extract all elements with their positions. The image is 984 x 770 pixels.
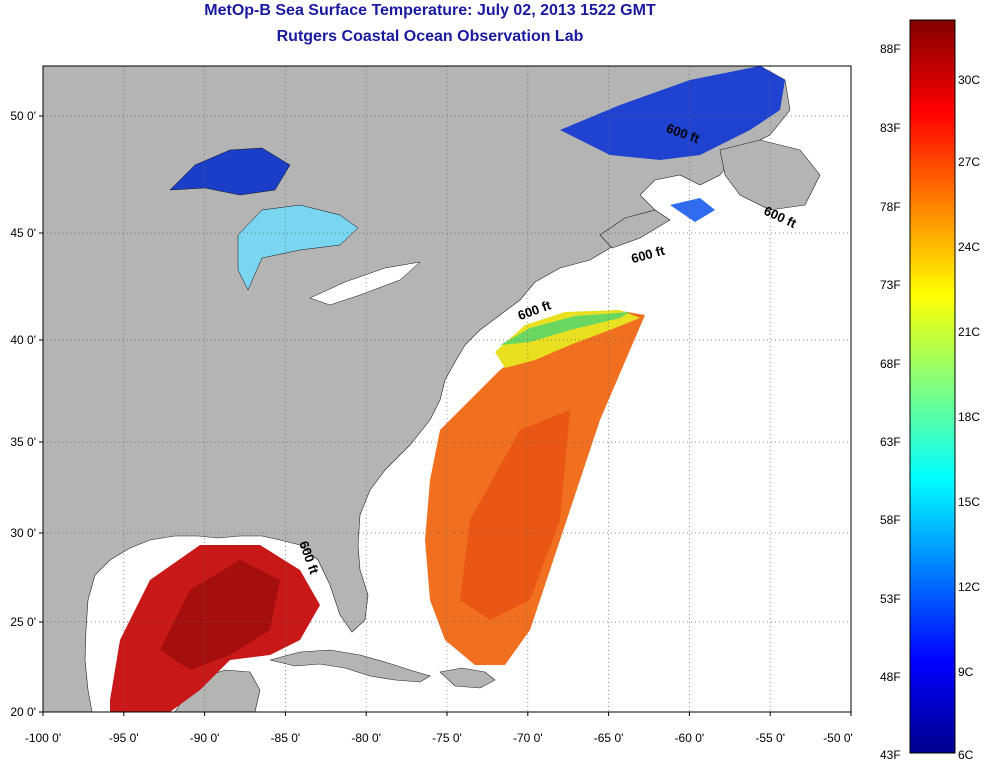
sst-gulf-st-lawrence — [560, 66, 785, 160]
colorbar-f-label: 63F — [880, 435, 901, 449]
colorbar-c-label: 9C — [958, 665, 974, 679]
lon-tick-label: -70 0' — [513, 731, 543, 745]
axis-ticks — [39, 115, 852, 716]
lat-tick-label: 20 0' — [10, 705, 36, 719]
lon-tick-label: -65 0' — [594, 731, 624, 745]
lat-tick-label: 25 0' — [10, 615, 36, 629]
colorbar-f-label: 68F — [880, 357, 901, 371]
lat-tick-label: 45 0' — [10, 226, 36, 240]
sst-gulf-hot-core — [160, 560, 280, 670]
lon-tick-label: -50 0' — [823, 731, 853, 745]
colorbar-f-label: 48F — [880, 670, 901, 684]
lake-michigan-huron — [237, 204, 359, 291]
colorbar-c-label: 30C — [958, 73, 981, 87]
lat-tick-label: 30 0' — [10, 526, 36, 540]
grid — [43, 66, 851, 712]
sst-shelf-cool — [500, 312, 630, 345]
sst-shelf-front — [495, 310, 640, 368]
lon-tick-label: -80 0' — [351, 731, 381, 745]
lon-tick-label: -75 0' — [432, 731, 462, 745]
lake-erie-ontario — [309, 261, 421, 306]
colorbar-f-label: 83F — [880, 121, 901, 135]
colorbar-c-label: 27C — [958, 155, 981, 169]
map-subtitle: Rutgers Coastal Ocean Observation Lab — [276, 28, 584, 45]
lon-tick-label: -95 0' — [109, 731, 139, 745]
land-north-america — [43, 66, 791, 712]
colorbar-c-label: 6C — [958, 748, 974, 762]
sst-swath-warm-core — [460, 410, 570, 620]
land-nova-scotia — [599, 209, 671, 249]
lake-superior — [169, 147, 291, 196]
map-title: MetOp-B Sea Surface Temperature: July 02… — [204, 2, 656, 19]
colorbar-c-label: 24C — [958, 240, 981, 254]
lat-tick-label: 40 0' — [10, 333, 36, 347]
sst-st-lawrence-east — [670, 198, 715, 222]
colorbar-c-label: 18C — [958, 410, 981, 424]
colorbar-f-label: 43F — [880, 748, 901, 762]
colorbar-f-label: 78F — [880, 200, 901, 214]
lon-tick-label: -55 0' — [755, 731, 785, 745]
lat-tick-label: 50 0' — [10, 109, 36, 123]
colorbar-c-label: 15C — [958, 495, 981, 509]
lon-tick-label: -60 0' — [675, 731, 705, 745]
lon-tick-labels: -100 0' -95 0' -90 0' -85 0' -80 0' -75 … — [25, 731, 853, 745]
colorbar — [909, 19, 956, 754]
land-hispaniola — [439, 667, 496, 689]
lon-tick-label: -85 0' — [271, 731, 301, 745]
colorbar-f-label: 88F — [880, 42, 901, 56]
lon-tick-label: -90 0' — [190, 731, 220, 745]
lon-tick-label: -100 0' — [25, 731, 61, 745]
colorbar-c-label: 12C — [958, 580, 981, 594]
lat-tick-label: 35 0' — [10, 435, 36, 449]
land-cuba — [269, 649, 431, 683]
colorbar-f-label: 73F — [880, 278, 901, 292]
colorbar-c-label: 21C — [958, 325, 981, 339]
colorbar-f-label: 53F — [880, 592, 901, 606]
colorbar-f-label: 58F — [880, 513, 901, 527]
lat-tick-labels: 20 0' 25 0' 30 0' 35 0' 40 0' 45 0' 50 0… — [10, 109, 36, 719]
